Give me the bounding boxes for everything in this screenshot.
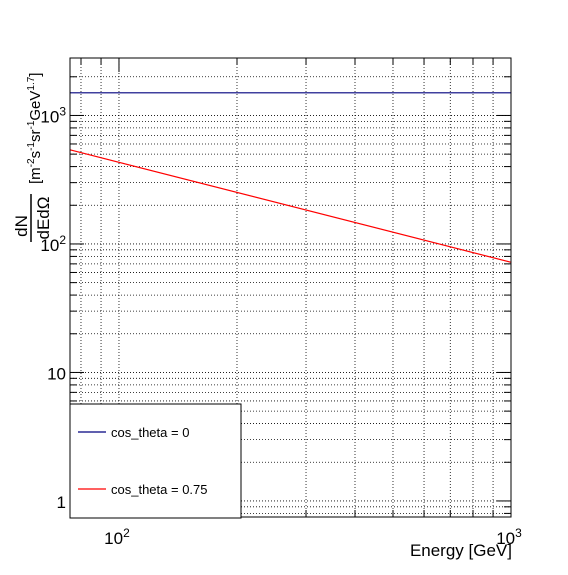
y-axis-fraction-denominator: dEdΩ [34,197,53,240]
legend: cos_theta = 0 cos_theta = 0.75 [69,403,242,519]
y-axis-title: dN dEdΩ [m-2s-1sr-1GeV1.7] [12,73,53,242]
x-tick-label: 103 [496,526,522,548]
y-tick-label: 102 [40,233,66,255]
series-lines [69,92,512,263]
legend-box [69,403,242,519]
x-tick-labels: 102 103 [104,526,522,548]
y-tick-label: 103 [40,104,66,126]
series-line-1 [69,149,512,263]
plot-frame [69,57,512,518]
legend-label-0: cos_theta = 0 [111,425,189,440]
y-tick-labels: 1 10 102 103 [40,104,66,511]
y-axis-fraction-numerator: dN [12,215,31,237]
x-axis-title: Energy [GeV] [410,541,512,560]
y-tick-label: 1 [57,493,66,512]
legend-label-1: cos_theta = 0.75 [111,482,208,497]
y-axis-units: [m-2s-1sr-1GeV1.7] [26,73,44,184]
y-tick-label: 10 [47,364,66,383]
x-tick-label: 102 [104,526,130,548]
